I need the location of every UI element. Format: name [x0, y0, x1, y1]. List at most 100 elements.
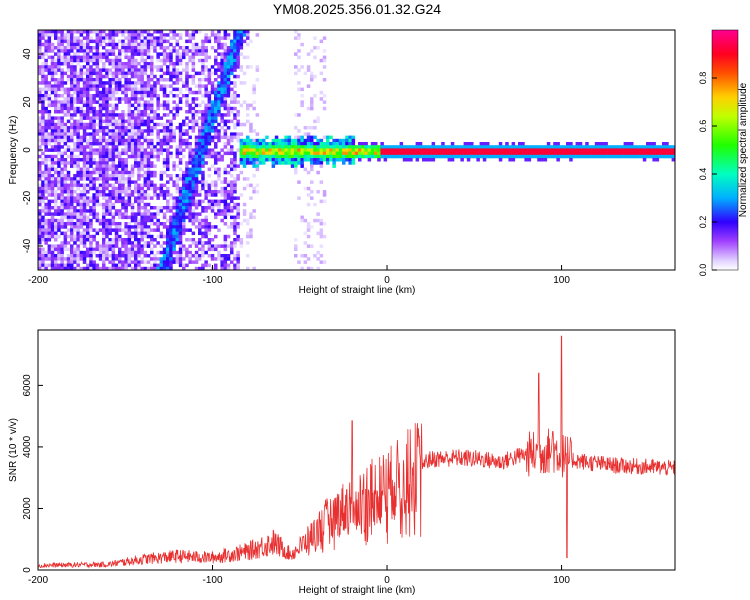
heatmap-cell: [319, 39, 324, 44]
heatmap-cell: [204, 90, 208, 95]
heatmap-cell: [47, 234, 52, 239]
heatmap-cell: [118, 225, 122, 229]
heatmap-cell: [178, 135, 183, 140]
heatmap-cell: [214, 36, 218, 40]
heatmap-cell: [137, 186, 141, 191]
heatmap-cell: [79, 74, 84, 79]
heatmap-cell: [207, 244, 212, 248]
heatmap-cell: [134, 222, 138, 226]
heatmap-cell: [220, 190, 224, 194]
heatmap-cell: [246, 145, 250, 149]
heatmap-cell: [198, 154, 202, 159]
heatmap-cell: [137, 154, 141, 159]
heatmap-cell: [543, 151, 548, 156]
heatmap-cell: [226, 84, 231, 88]
heatmap-cell: [166, 206, 170, 210]
heatmap-cell: [54, 244, 58, 248]
heatmap-cell: [182, 129, 186, 133]
heatmap-cell: [70, 68, 74, 72]
heatmap-cell: [140, 247, 144, 252]
heatmap-cell: [220, 68, 224, 72]
heatmap-cell: [108, 113, 112, 117]
heatmap-cell: [354, 145, 359, 149]
heatmap-cell: [118, 212, 122, 216]
heatmap-cell: [150, 263, 154, 268]
heatmap-cell: [76, 145, 80, 149]
heatmap-cell: [588, 145, 592, 149]
heatmap-cell: [242, 177, 247, 181]
heatmap-cell: [95, 138, 100, 143]
heatmap-cell: [38, 170, 42, 175]
heatmap-cell: [50, 260, 55, 264]
heatmap-cell: [127, 36, 132, 40]
heatmap-cell: [166, 119, 170, 124]
heatmap-cell: [130, 190, 135, 194]
heatmap-cell: [662, 145, 666, 149]
heatmap-cell: [214, 151, 218, 156]
heatmap-cell: [217, 46, 221, 50]
heatmap-cell: [316, 148, 320, 152]
heatmap-cell: [172, 241, 176, 245]
heatmap-cell: [86, 58, 90, 63]
heatmap-cell: [172, 49, 176, 53]
heatmap-cell: [236, 177, 240, 181]
heatmap-cell: [236, 225, 240, 229]
heatmap-cell: [335, 158, 340, 162]
heatmap-cell: [44, 138, 48, 143]
heatmap-cell: [169, 215, 173, 220]
heatmap-cell: [86, 55, 90, 60]
heatmap-cell: [175, 177, 180, 181]
heatmap-cell: [44, 78, 48, 82]
heatmap-cell: [178, 158, 183, 162]
heatmap-cell: [566, 148, 570, 152]
heatmap-cell: [38, 161, 42, 165]
heatmap-cell: [182, 132, 186, 136]
heatmap-cell: [114, 209, 119, 213]
heatmap-cell: [214, 100, 218, 104]
heatmap-cell: [665, 148, 669, 152]
heatmap-cell: [431, 142, 436, 146]
heatmap-cell: [313, 148, 317, 152]
heatmap-cell: [102, 36, 106, 40]
heatmap-cell: [102, 135, 106, 140]
heatmap-cell: [534, 151, 538, 156]
heatmap-cell: [66, 145, 71, 149]
heatmap-cell: [258, 145, 263, 149]
heatmap-cell: [57, 186, 61, 191]
heatmap-cell: [252, 84, 256, 88]
heatmap-cell: [153, 145, 157, 149]
heatmap-cell: [114, 231, 119, 236]
heatmap-cell: [79, 222, 84, 226]
heatmap-cell: [217, 97, 221, 101]
heatmap-cell: [182, 257, 186, 261]
heatmap-cell: [223, 199, 228, 204]
heatmap-cell: [178, 231, 183, 236]
heatmap-cell: [524, 145, 528, 149]
heatmap-cell: [188, 186, 192, 191]
heatmap-cell: [114, 87, 119, 92]
heatmap-cell: [214, 90, 218, 95]
heatmap-cell: [198, 135, 202, 140]
heatmap-cell: [86, 266, 90, 270]
heatmap-cell: [671, 145, 675, 149]
heatmap-cell: [79, 138, 84, 143]
heatmap-cell: [134, 36, 138, 40]
heatmap-cell: [220, 94, 224, 98]
heatmap-cell: [306, 52, 311, 56]
heatmap-cell: [137, 135, 141, 140]
heatmap-cell: [121, 30, 125, 34]
heatmap-cell: [156, 94, 160, 98]
heatmap-cell: [194, 241, 199, 245]
heatmap-cell: [255, 68, 260, 72]
heatmap-cell: [322, 36, 327, 40]
heatmap-cell: [610, 151, 615, 156]
heatmap-cell: [70, 193, 74, 197]
heatmap-cell: [124, 138, 128, 143]
heatmap-cell: [143, 103, 148, 108]
heatmap-cell: [188, 180, 192, 184]
heatmap-cell: [194, 190, 199, 194]
heatmap-cell: [150, 234, 154, 239]
heatmap-cell: [134, 42, 138, 47]
heatmap-cell: [102, 254, 106, 258]
heatmap-cell: [182, 206, 186, 210]
